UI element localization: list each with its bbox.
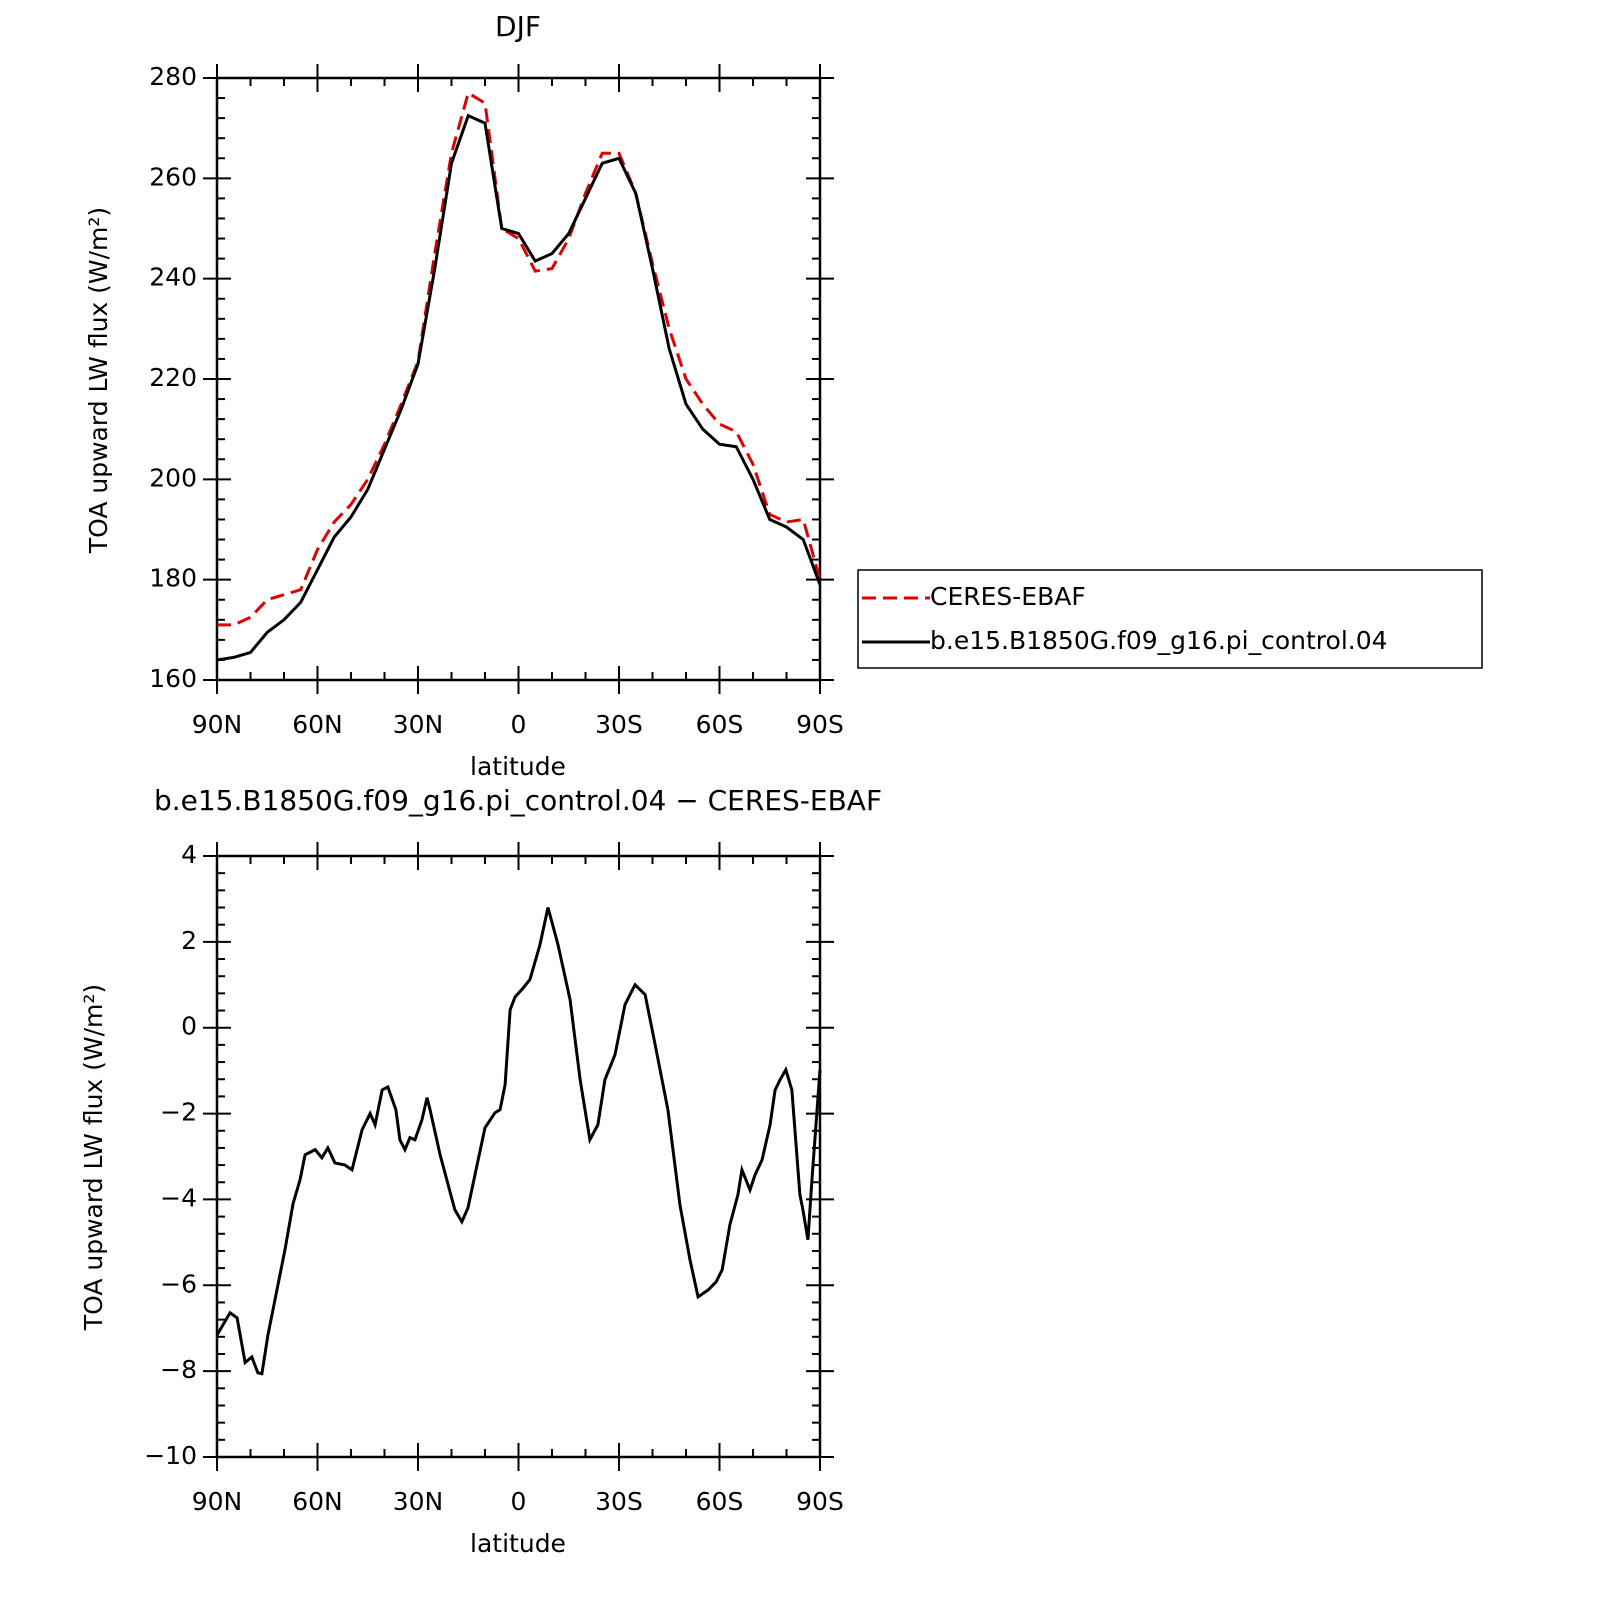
y-tick-label: −8 (160, 1355, 197, 1384)
x-tick-label: 60N (292, 1487, 343, 1516)
legend-box (857, 569, 1483, 669)
y-tick-label: 260 (149, 162, 197, 191)
y-tick-label: −6 (160, 1269, 197, 1298)
y-tick-label: 2 (181, 926, 197, 955)
chart-title: b.e15.B1850G.f09_g16.pi_control.04 − CER… (154, 784, 882, 817)
chart-title: DJF (495, 10, 541, 43)
y-tick-label: −2 (160, 1098, 197, 1127)
legend-label: b.e15.B1850G.f09_g16.pi_control.04 (930, 626, 1388, 655)
x-tick-label: 30S (595, 710, 643, 739)
x-tick-label: 0 (511, 1487, 527, 1516)
x-axis-label: latitude (470, 1529, 566, 1558)
y-tick-label: 220 (149, 363, 197, 392)
y-tick-label: 0 (181, 1012, 197, 1041)
y-tick-label: 180 (149, 564, 197, 593)
x-tick-label: 90S (796, 710, 844, 739)
x-tick-label: 30N (393, 1487, 444, 1516)
y-tick-label: 200 (149, 463, 197, 492)
x-tick-label: 90N (192, 710, 243, 739)
x-tick-label: 60S (696, 710, 744, 739)
x-axis-label: latitude (470, 752, 566, 781)
legend-label: CERES-EBAF (930, 582, 1086, 611)
plot-frame (215, 854, 822, 1459)
x-tick-label: 60S (696, 1487, 744, 1516)
y-tick-label: 4 (181, 840, 197, 869)
y-tick-label: 240 (149, 263, 197, 292)
y-tick-label: 160 (149, 664, 197, 693)
y-axis-label: TOA upward LW flux (W/m²) (79, 984, 108, 1331)
y-tick-label: 280 (149, 62, 197, 91)
y-axis-label: TOA upward LW flux (W/m²) (84, 207, 113, 554)
x-tick-label: 0 (511, 710, 527, 739)
y-tick-label: −4 (160, 1183, 197, 1212)
x-tick-label: 60N (292, 710, 343, 739)
data-line (215, 907, 822, 1376)
data-line (216, 113, 822, 662)
data-line (217, 90, 822, 627)
x-tick-label: 90N (192, 1487, 243, 1516)
x-tick-label: 30N (393, 710, 444, 739)
x-tick-label: 30S (595, 1487, 643, 1516)
x-tick-label: 90S (796, 1487, 844, 1516)
y-tick-label: −10 (144, 1441, 197, 1470)
